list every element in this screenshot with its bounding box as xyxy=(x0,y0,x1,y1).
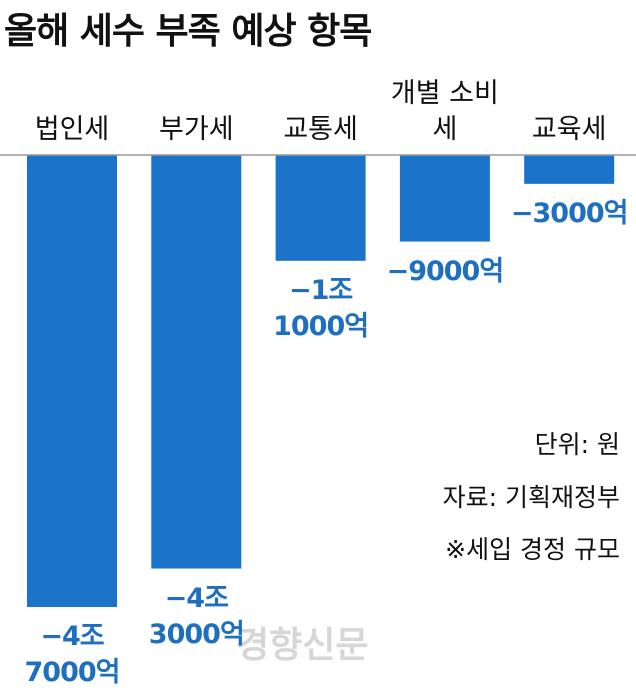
unit-note: 단위: 원 xyxy=(534,430,620,459)
value-label: −4조 3000억 xyxy=(148,582,245,650)
value-label: −1조 1000억 xyxy=(273,274,369,342)
bar xyxy=(151,155,242,569)
scope-note: ※세입 경정 규모 xyxy=(445,535,620,564)
category-label: 교통세 xyxy=(283,114,358,145)
watermark: 경향신문 xyxy=(236,625,369,666)
chart-title: 올해 세수 부족 예상 항목 xyxy=(4,11,372,52)
bar xyxy=(27,155,117,607)
category-label: 법인세 xyxy=(34,114,110,145)
value-label: −4조 7000억 xyxy=(24,621,121,688)
value-label: −9000억 xyxy=(386,255,505,287)
value-label: −3000억 xyxy=(510,197,629,229)
bar xyxy=(399,155,490,242)
category-label: 교육세 xyxy=(531,114,607,145)
source-note: 자료: 기획재정부 xyxy=(442,483,620,512)
bar xyxy=(524,155,615,184)
category-label: 개별 소비세 xyxy=(390,78,499,145)
bar xyxy=(275,155,366,261)
category-label: 부가세 xyxy=(159,114,234,145)
